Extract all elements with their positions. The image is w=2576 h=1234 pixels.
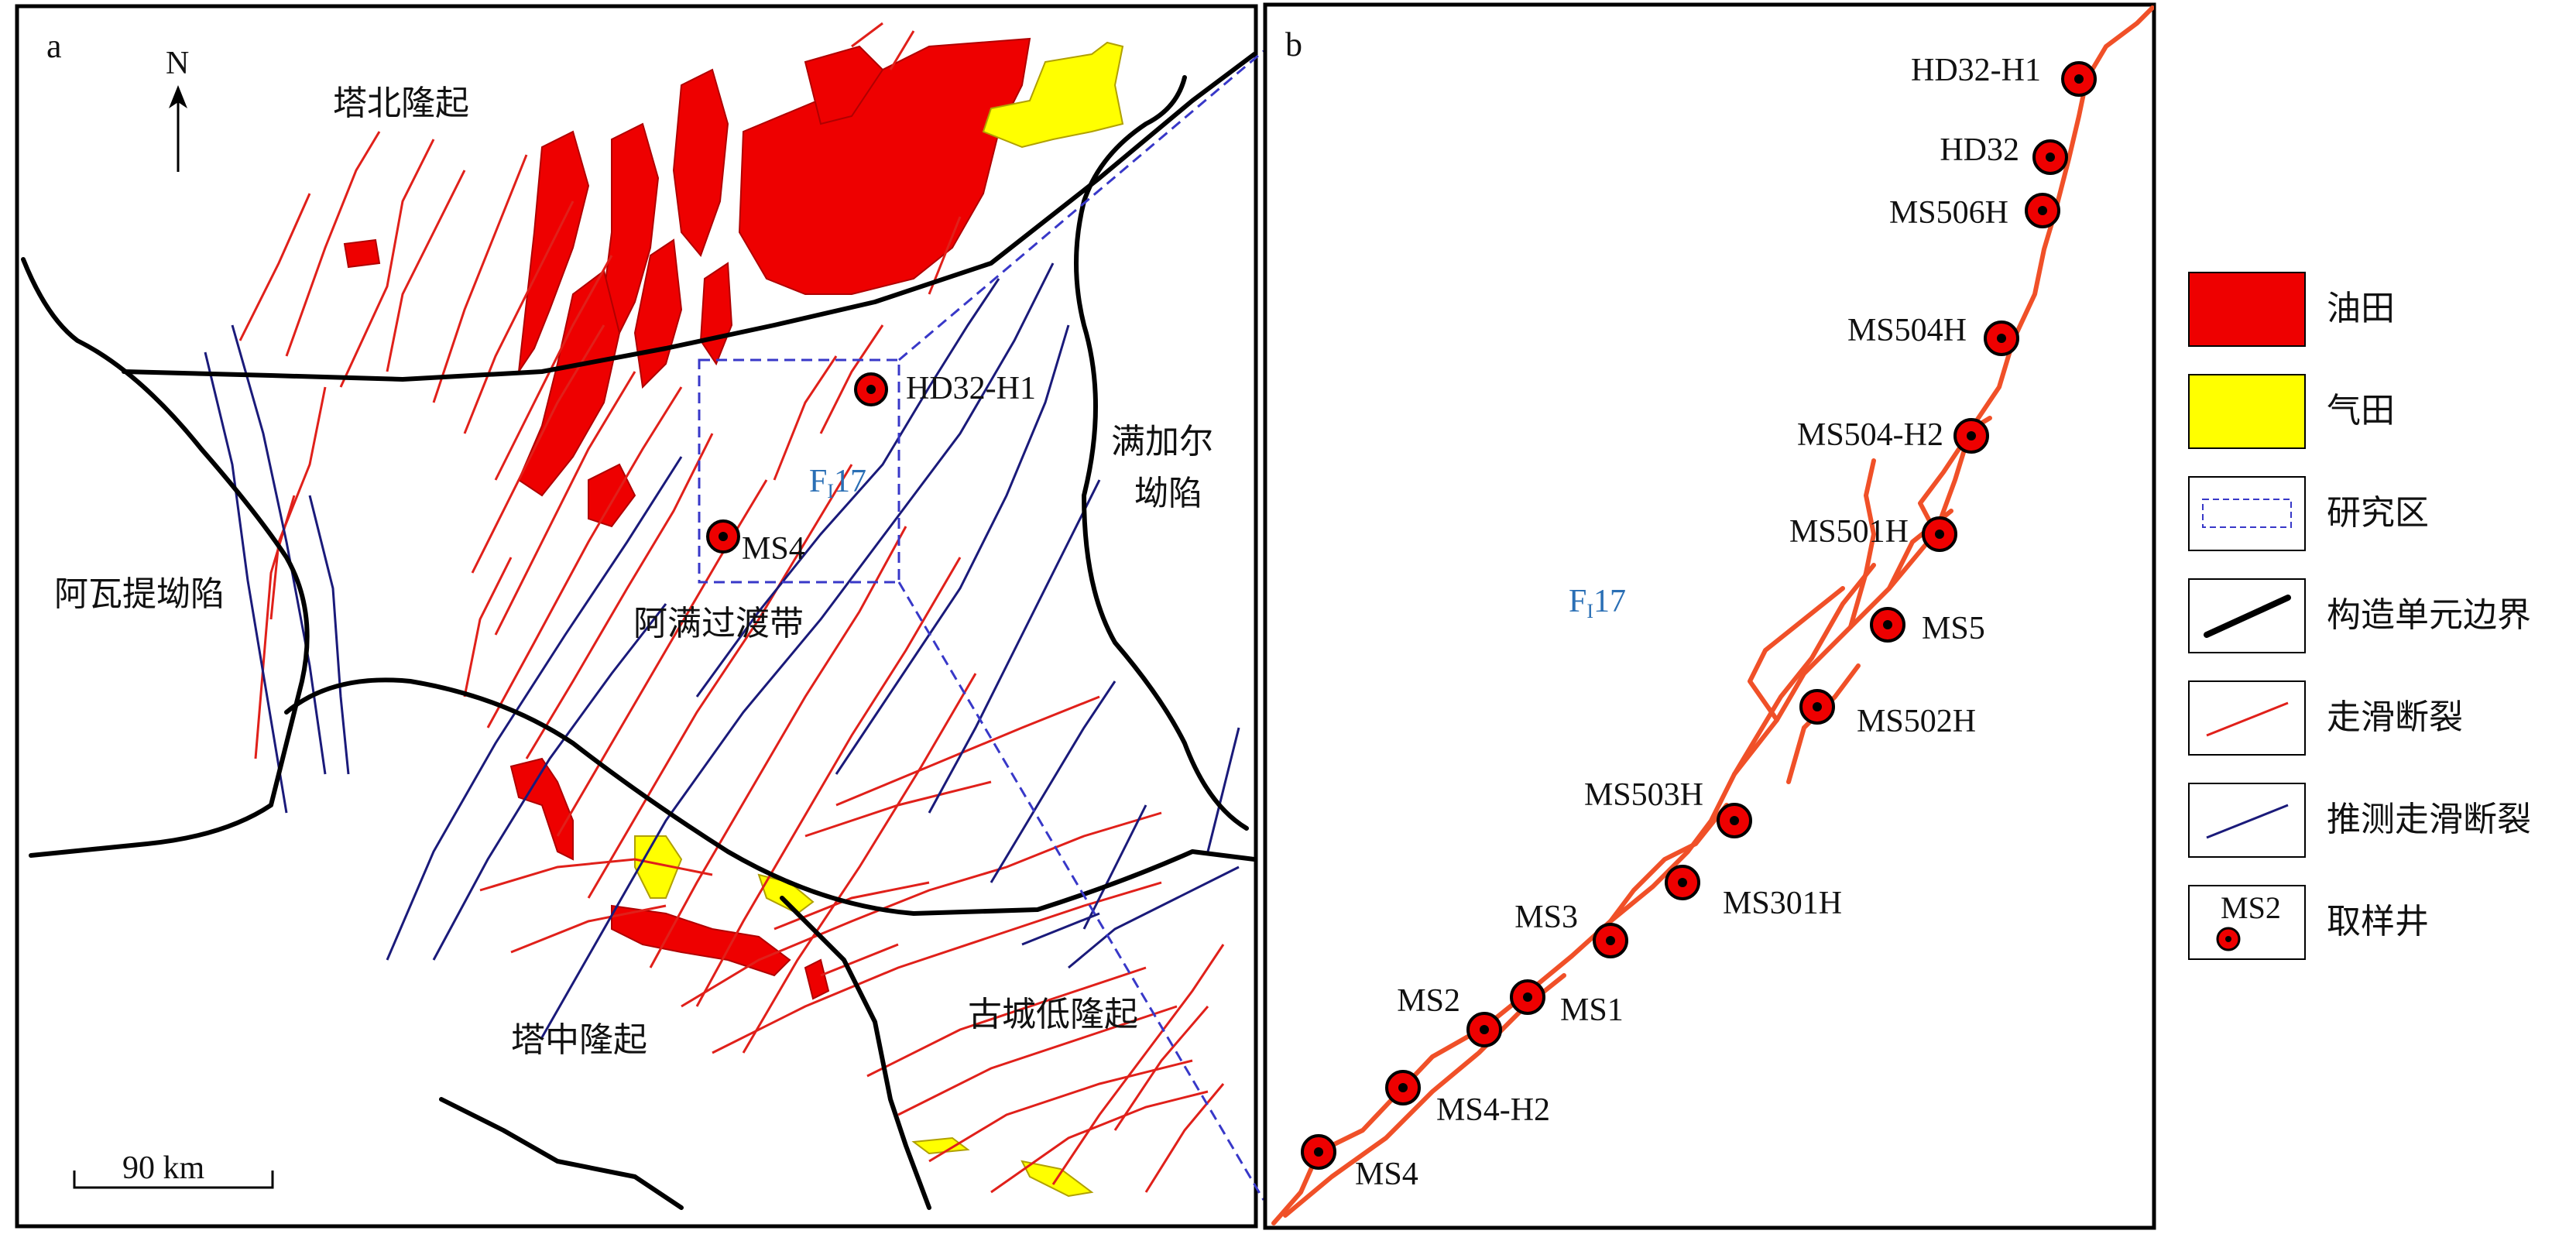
fault-label-b: FI17 <box>1569 584 1626 622</box>
well-label-b-ms501h: MS501H <box>1789 514 1909 550</box>
well-marker-b-ms301h <box>1665 865 1700 900</box>
well-marker-b-ms2 <box>1466 1012 1502 1047</box>
study-area-box <box>698 358 900 584</box>
legend-label-inferred-fault: 推测走滑断裂 <box>2327 800 2531 839</box>
well-marker-hd32-h1 <box>854 372 888 406</box>
legend-item-inferred-fault: 推测走滑断裂 <box>2188 783 2531 858</box>
well-label-b-ms4-h2: MS4-H2 <box>1436 1092 1550 1128</box>
zoom-connectors <box>897 50 1265 1201</box>
well-label-b-ms502h: MS502H <box>1857 704 1976 739</box>
well-label-b-ms301h: MS301H <box>1723 886 1842 921</box>
tectonic-boundaries-a <box>21 52 1256 1210</box>
legend-item-gasfield: 气田 <box>2188 374 2395 449</box>
scale-label: 90 km <box>122 1150 205 1186</box>
region-label-awati: 阿瓦提坳陷 <box>54 574 225 614</box>
panel-a-letter: a <box>46 27 62 65</box>
legend-label-study-area: 研究区 <box>2327 493 2429 533</box>
region-label-tabei: 塔北隆起 <box>333 84 469 123</box>
well-label-b-hd32: HD32 <box>1940 132 2019 168</box>
panel-b-frame <box>1263 2 2156 1230</box>
well-labels-b: HD32-H1 HD32 MS506H MS504H MS504-H2 MS50… <box>1355 53 2041 1192</box>
panel-a-frame <box>15 4 1258 1229</box>
legend-label-strike-slip-fault: 走滑断裂 <box>2327 698 2463 737</box>
well-marker-b-ms506h <box>2025 193 2060 228</box>
well-marker-ms4 <box>706 519 740 554</box>
well-marker-b-ms4-h2 <box>1385 1070 1421 1105</box>
well-marker-b-ms3 <box>1593 923 1628 958</box>
well-marker-b-ms502h <box>1799 689 1835 725</box>
well-label-b-ms3: MS3 <box>1514 900 1578 935</box>
well-marker-b-ms501h <box>1922 516 1957 552</box>
region-label-tazhong: 塔中隆起 <box>511 1020 647 1060</box>
fault-trace-b <box>1271 5 2154 1225</box>
legend-label-tectonic-boundary: 构造单元边界 <box>2327 595 2531 635</box>
well-label-b-ms4: MS4 <box>1355 1157 1418 1192</box>
legend-item-oilfield: 油田 <box>2188 272 2395 347</box>
well-marker-b-ms504-h2 <box>1953 418 1989 454</box>
inferred-faults-a <box>204 262 1240 1038</box>
well-markers-b <box>1301 61 2097 1170</box>
well-label-b-ms2: MS2 <box>1397 983 1460 1019</box>
well-marker-b-hd32 <box>2032 139 2068 175</box>
legend-label-gasfield: 气田 <box>2327 391 2395 430</box>
legend-item-tectonic-boundary: 构造单元边界 <box>2188 578 2531 653</box>
well-label-b-ms5: MS5 <box>1922 611 1985 646</box>
north-arrow: N <box>166 46 189 172</box>
well-label-b-ms506h: MS506H <box>1889 195 2008 231</box>
fault-label-a: FI17 <box>809 464 866 502</box>
region-label-aman: 阿满过渡带 <box>633 604 804 643</box>
well-label-b-ms1: MS1 <box>1560 992 1624 1028</box>
strike-slip-faults-a <box>238 22 1225 1194</box>
well-marker-b-ms4 <box>1301 1134 1336 1170</box>
well-marker-b-ms1 <box>1510 979 1545 1015</box>
well-label-ms4: MS4 <box>742 531 805 567</box>
well-label-b-hd32-h1: HD32-H1 <box>1911 53 2041 88</box>
region-label-manjiaer-2: 坳陷 <box>1134 474 1202 513</box>
well-label-b-ms504-h2: MS504-H2 <box>1797 417 1943 453</box>
well-marker-b-ms5 <box>1870 607 1905 643</box>
legend-item-strike-slip-fault: 走滑断裂 <box>2188 680 2463 756</box>
well-label-b-ms503h: MS503H <box>1584 777 1703 813</box>
well-marker-b-hd32-h1 <box>2061 61 2097 97</box>
well-marker-b-ms504h <box>1984 320 2019 356</box>
legend-item-sampling-well: MS2 取样井 <box>2188 885 2429 960</box>
legend-well-sample-label: MS2 <box>2221 890 2281 925</box>
well-marker-b-ms503h <box>1717 803 1752 838</box>
legend-item-study-area: 研究区 <box>2188 476 2429 551</box>
panel-a: a <box>15 4 1258 1229</box>
legend-label-oilfield: 油田 <box>2327 289 2395 328</box>
legend-label-sampling-well: 取样井 <box>2327 902 2429 941</box>
panel-b-letter: b <box>1285 26 1302 63</box>
region-label-gucheng: 古城低隆起 <box>968 995 1138 1034</box>
well-label-b-ms504h: MS504H <box>1847 313 1967 348</box>
panel-b: b <box>1263 2 2156 1230</box>
gasfield-north <box>982 41 1124 149</box>
legend: 油田 气田 研究区 构造单元边界 走滑断裂 推测走滑断裂 MS2 <box>2188 272 2531 960</box>
well-label-hd32-h1: HD32-H1 <box>906 371 1036 406</box>
scale-bar: 90 km <box>73 1150 274 1189</box>
region-label-manjiaer-1: 满加尔 <box>1111 422 1213 461</box>
north-label: N <box>166 46 189 81</box>
